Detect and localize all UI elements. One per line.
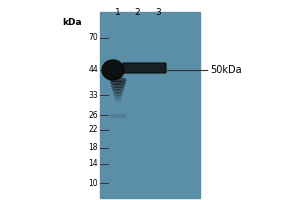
Ellipse shape [115, 95, 121, 99]
Ellipse shape [110, 78, 126, 82]
Bar [100, 12, 200, 198]
Text: 2: 2 [134, 8, 140, 17]
Text: 10: 10 [88, 178, 98, 188]
Text: 18: 18 [88, 144, 98, 152]
Text: 50kDa: 50kDa [210, 65, 242, 75]
Bar [110, 114, 125, 116]
Ellipse shape [112, 84, 124, 88]
Ellipse shape [111, 81, 125, 85]
Text: 22: 22 [88, 126, 98, 134]
Text: 44: 44 [88, 66, 98, 74]
Ellipse shape [114, 92, 122, 96]
Text: 3: 3 [155, 8, 161, 17]
Ellipse shape [113, 89, 123, 93]
Text: 26: 26 [88, 110, 98, 119]
Text: 70: 70 [88, 33, 98, 43]
Text: kDa: kDa [62, 18, 82, 27]
Ellipse shape [112, 87, 124, 91]
Ellipse shape [116, 98, 120, 102]
Ellipse shape [102, 60, 124, 80]
FancyBboxPatch shape [123, 63, 166, 73]
Text: 33: 33 [88, 90, 98, 99]
Text: 1: 1 [115, 8, 121, 17]
Text: 14: 14 [88, 160, 98, 168]
